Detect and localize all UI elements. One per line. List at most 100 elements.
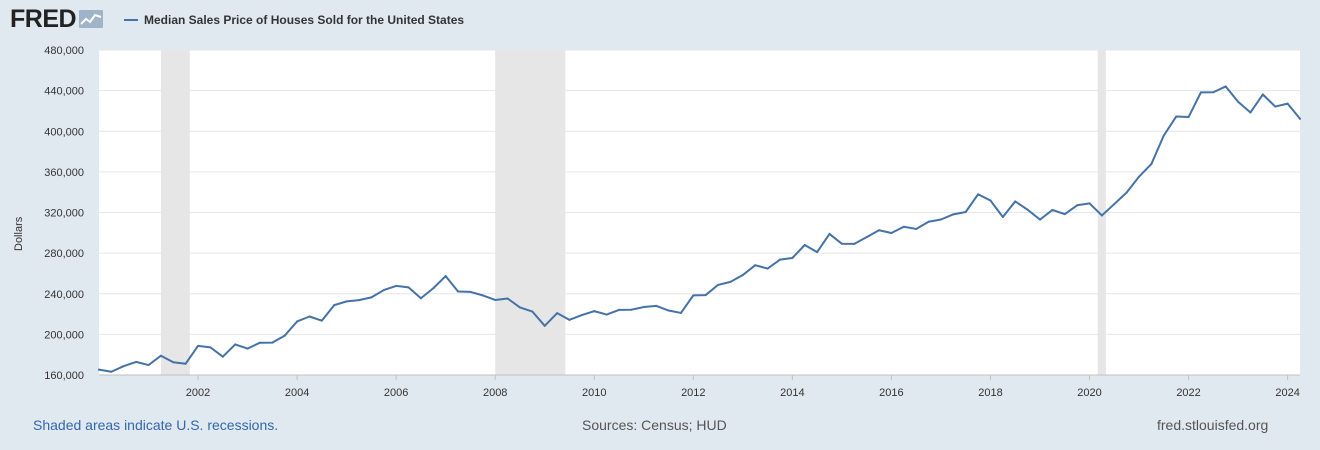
data-point <box>283 334 286 337</box>
y-tick-label: 440,000 <box>44 86 84 98</box>
data-point <box>642 306 645 309</box>
data-point <box>159 354 162 357</box>
data-point <box>580 314 583 317</box>
x-tick-label: 2018 <box>978 387 1002 399</box>
data-point <box>704 294 707 297</box>
data-point <box>952 213 955 216</box>
data-point <box>1038 218 1041 221</box>
data-point <box>741 274 744 277</box>
data-point <box>469 290 472 293</box>
data-point <box>457 290 460 293</box>
data-point <box>1274 105 1277 108</box>
x-tick-label: 2012 <box>681 387 705 399</box>
data-point <box>630 308 633 311</box>
data-point <box>432 287 435 290</box>
legend-series-swatch <box>124 19 138 21</box>
data-point <box>989 199 992 202</box>
sources-text: Sources: Census; HUD <box>582 417 727 433</box>
data-point <box>1051 208 1054 211</box>
x-tick-label: 2010 <box>582 387 606 399</box>
data-point <box>556 312 559 315</box>
data-point <box>1125 191 1128 194</box>
data-point <box>1138 175 1141 178</box>
fred-logo-text: FRED <box>10 5 77 33</box>
data-point <box>1261 93 1264 96</box>
data-point <box>395 284 398 287</box>
data-point <box>1175 115 1178 118</box>
x-tick-label: 2008 <box>483 387 507 399</box>
data-point <box>803 244 806 246</box>
data-point <box>840 242 843 245</box>
data-point <box>345 300 348 303</box>
data-point <box>939 218 942 221</box>
data-point <box>296 320 299 323</box>
trend-line-icon <box>79 10 104 28</box>
data-point <box>518 306 521 309</box>
data-point <box>964 210 967 213</box>
data-point <box>209 346 212 349</box>
series-line <box>98 85 1301 373</box>
data-point <box>778 258 781 261</box>
data-point <box>407 286 410 289</box>
data-point <box>1187 116 1190 119</box>
x-tick-label: 2006 <box>384 387 408 399</box>
data-point <box>1299 117 1301 120</box>
data-point <box>506 297 509 300</box>
data-point <box>1249 111 1252 114</box>
data-point <box>593 310 596 313</box>
data-point <box>927 220 930 223</box>
data-point <box>1063 213 1066 216</box>
legend-series-label: Median Sales Price of Houses Sold for th… <box>144 13 465 27</box>
y-tick-label: 240,000 <box>44 289 84 301</box>
data-point <box>481 294 484 297</box>
y-tick-label: 400,000 <box>44 126 84 138</box>
y-tick-label: 280,000 <box>44 248 84 260</box>
data-point <box>655 304 658 307</box>
data-point <box>531 310 534 313</box>
data-point <box>308 315 311 318</box>
data-point <box>1076 204 1079 207</box>
data-point <box>147 364 150 367</box>
data-point <box>382 289 385 292</box>
data-point <box>692 294 695 297</box>
y-tick-label: 200,000 <box>44 329 84 341</box>
data-point <box>1237 100 1240 103</box>
data-point <box>258 341 261 344</box>
x-tick-label: 2016 <box>879 387 903 399</box>
data-point <box>246 347 249 350</box>
data-point <box>853 242 856 245</box>
data-point <box>717 283 720 286</box>
data-point <box>320 319 323 322</box>
data-point <box>977 193 980 196</box>
site-url[interactable]: fred.stlouisfed.org <box>1157 417 1269 433</box>
data-point <box>122 365 125 368</box>
data-point <box>816 251 819 254</box>
y-tick-label: 360,000 <box>44 167 84 179</box>
data-point <box>865 236 868 239</box>
data-point <box>754 264 757 267</box>
data-point <box>333 304 336 307</box>
fred-logo[interactable]: FRED <box>10 5 104 33</box>
data-point <box>1088 202 1091 205</box>
data-point <box>271 341 274 344</box>
data-point <box>110 370 113 373</box>
data-point <box>370 296 373 299</box>
x-tick-label: 2022 <box>1176 387 1200 399</box>
data-point <box>444 275 447 278</box>
data-point <box>98 368 100 371</box>
x-tick-label: 2004 <box>285 387 309 399</box>
data-point <box>184 362 187 365</box>
data-point <box>1001 215 1004 218</box>
data-point <box>568 318 571 321</box>
y-tick-label: 160,000 <box>44 370 84 382</box>
x-tick-label: 2024 <box>1275 387 1299 399</box>
data-point <box>1014 200 1017 203</box>
data-point <box>1224 85 1227 88</box>
recession-note: Shaded areas indicate U.S. recessions. <box>33 417 279 433</box>
chart-legend: Median Sales Price of Houses Sold for th… <box>124 13 464 27</box>
data-point <box>494 298 497 301</box>
data-point <box>358 299 361 302</box>
x-tick-label: 2014 <box>780 387 804 399</box>
